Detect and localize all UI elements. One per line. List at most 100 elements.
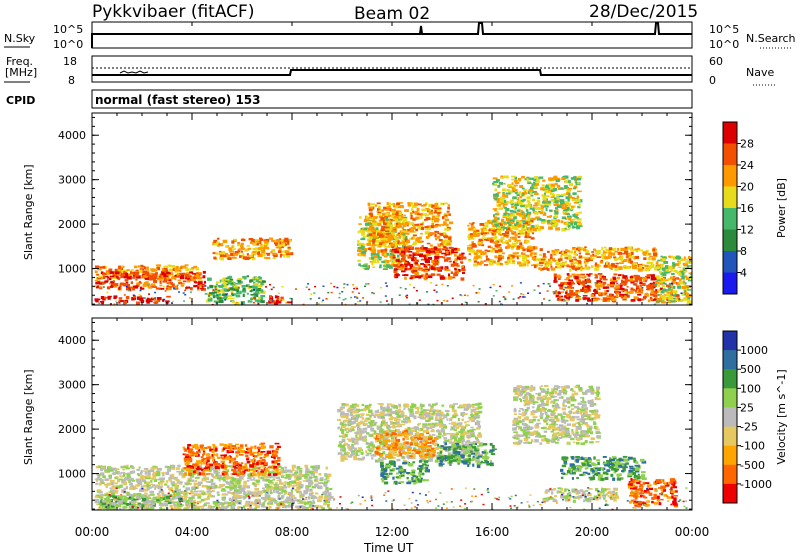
power-cell — [277, 244, 282, 247]
power-cell — [571, 196, 575, 199]
velocity-cell — [125, 467, 131, 470]
power-cell — [515, 181, 520, 185]
power-cell — [387, 229, 393, 233]
power-cell — [667, 284, 673, 288]
velocity-cell — [108, 474, 112, 478]
power-cell — [526, 200, 531, 203]
velocity-cell — [158, 490, 162, 494]
power-cell — [430, 244, 433, 247]
power-cell — [374, 239, 379, 243]
power-cell — [387, 215, 390, 218]
power-cell — [117, 267, 122, 271]
power-noise-cell — [341, 291, 344, 293]
velocity-cell — [299, 505, 303, 508]
power-noise-cell — [285, 302, 288, 304]
power-cell — [623, 250, 629, 254]
power-cell — [566, 264, 570, 267]
power-cell — [287, 242, 290, 245]
power-noise-cell — [338, 292, 341, 295]
power-cell — [433, 266, 436, 269]
power-noise-cell — [522, 293, 525, 296]
power-cell — [507, 189, 511, 192]
velocity-cell — [175, 467, 180, 470]
velocity-cell — [280, 491, 284, 494]
power-cell — [236, 292, 240, 295]
power-cell — [266, 253, 270, 256]
power-cell — [522, 224, 525, 228]
power-cell — [231, 300, 235, 303]
power-noise-cell — [586, 302, 589, 305]
velocity-cell — [223, 474, 228, 477]
power-cell — [549, 256, 553, 260]
power-cell — [566, 221, 571, 225]
power-cell — [461, 252, 465, 255]
power-noise-cell — [343, 286, 345, 289]
power-cell — [150, 300, 153, 303]
power-cell — [660, 290, 665, 294]
power-cell — [471, 241, 474, 245]
velocity-cell — [258, 490, 262, 493]
velocity-cell — [326, 476, 330, 480]
power-cell — [393, 236, 397, 240]
velocity-cell — [204, 502, 207, 507]
power-cell — [102, 265, 106, 269]
power-cell — [134, 273, 139, 277]
velocity-cell — [99, 496, 104, 499]
velocity-cell — [156, 492, 160, 496]
velocity-cell — [327, 501, 330, 504]
power-cell — [667, 301, 671, 303]
power-cell — [235, 289, 240, 292]
power-cell — [542, 211, 546, 214]
power-cell — [403, 214, 406, 217]
power-cell — [608, 293, 613, 297]
power-cell — [362, 235, 366, 238]
power-region — [94, 295, 171, 305]
power-cell — [257, 285, 261, 287]
power-cell — [562, 251, 565, 254]
velocity-cell — [189, 504, 193, 507]
velocity-cell — [205, 508, 208, 510]
power-cell — [683, 289, 687, 292]
power-cell — [505, 215, 509, 218]
velocity-cell — [202, 508, 205, 510]
velocity-cell — [147, 486, 152, 489]
power-noise-cell — [435, 284, 438, 286]
power-cell — [536, 199, 541, 203]
velocity-cell — [128, 479, 131, 483]
velocity-cell — [176, 502, 181, 505]
power-cell — [509, 209, 514, 213]
power-cell — [686, 292, 690, 297]
velocity-cell — [119, 508, 122, 510]
power-cell — [552, 176, 558, 180]
power-cell — [467, 235, 470, 238]
power-cell — [261, 280, 265, 283]
power-cell — [453, 251, 458, 254]
power-cell — [521, 216, 526, 220]
power-cell — [228, 275, 232, 279]
power-cell — [439, 233, 444, 236]
power-noise-cell — [235, 302, 238, 304]
power-cell — [361, 242, 365, 245]
velocity-cell — [294, 489, 298, 492]
power-cell — [652, 294, 658, 297]
velocity-cell — [215, 469, 218, 473]
power-cell — [547, 186, 551, 188]
velocity-cell — [126, 476, 132, 480]
power-cell — [610, 283, 615, 286]
power-cell — [389, 208, 392, 212]
velocity-cell — [222, 476, 228, 479]
power-cell — [260, 300, 265, 303]
power-cell — [140, 264, 144, 268]
velocity-cell — [97, 503, 102, 506]
power-cell — [114, 268, 118, 272]
power-cell — [168, 281, 173, 285]
power-cell — [670, 288, 674, 292]
power-cell — [663, 271, 668, 274]
power-cell — [509, 186, 512, 189]
power-cell — [184, 264, 189, 266]
power-cell — [644, 293, 649, 297]
power-cell — [556, 275, 561, 279]
power-cell — [380, 217, 385, 221]
power-cell — [207, 277, 212, 280]
velocity-cell — [306, 488, 309, 492]
